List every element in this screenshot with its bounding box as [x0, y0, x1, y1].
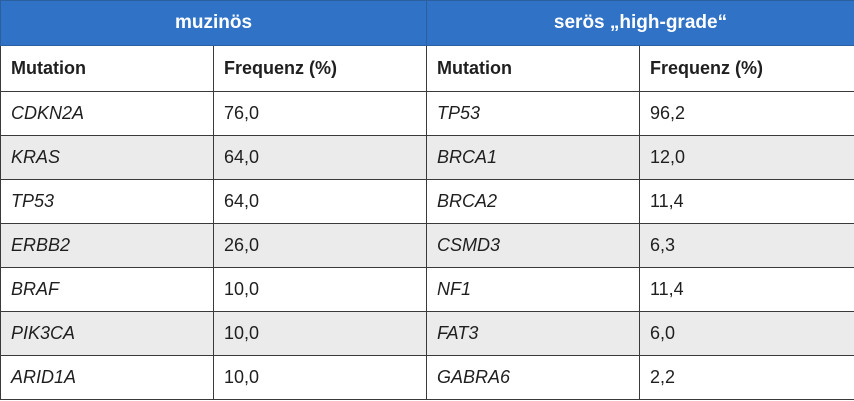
left-frequency-cell: 64,0 [213, 179, 427, 224]
left-gene-cell: ARID1A [0, 355, 214, 400]
table-row: ERBB2 26,0 CSMD3 6,3 [0, 223, 854, 268]
left-frequency-cell: 64,0 [213, 135, 427, 180]
column-header-mutation-left: Mutation [0, 45, 214, 92]
right-gene-cell: NF1 [426, 267, 640, 312]
right-frequency-cell: 11,4 [639, 179, 854, 224]
table-row: PIK3CA 10,0 FAT3 6,0 [0, 311, 854, 356]
right-frequency-cell: 12,0 [639, 135, 854, 180]
right-gene-cell: TP53 [426, 91, 640, 136]
table-row: TP53 64,0 BRCA2 11,4 [0, 179, 854, 224]
right-frequency-cell: 96,2 [639, 91, 854, 136]
right-gene-cell: GABRA6 [426, 355, 640, 400]
left-frequency-cell: 10,0 [213, 311, 427, 356]
group-header-seroes-high-grade: serös „high-grade“ [426, 0, 854, 46]
left-frequency-cell: 10,0 [213, 355, 427, 400]
right-frequency-cell: 11,4 [639, 267, 854, 312]
group-header-row: muzinös serös „high-grade“ [0, 0, 854, 46]
group-header-muzinoes: muzinös [0, 0, 427, 46]
right-gene-cell: CSMD3 [426, 223, 640, 268]
left-frequency-cell: 26,0 [213, 223, 427, 268]
right-frequency-cell: 6,0 [639, 311, 854, 356]
left-frequency-cell: 76,0 [213, 91, 427, 136]
column-header-frequency-right: Frequenz (%) [639, 45, 854, 92]
column-header-row: Mutation Frequenz (%) Mutation Frequenz … [0, 45, 854, 92]
left-gene-cell: BRAF [0, 267, 214, 312]
left-gene-cell: KRAS [0, 135, 214, 180]
right-frequency-cell: 2,2 [639, 355, 854, 400]
right-gene-cell: BRCA1 [426, 135, 640, 180]
right-gene-cell: FAT3 [426, 311, 640, 356]
table-row: KRAS 64,0 BRCA1 12,0 [0, 135, 854, 180]
left-gene-cell: TP53 [0, 179, 214, 224]
left-gene-cell: CDKN2A [0, 91, 214, 136]
table-row: CDKN2A 76,0 TP53 96,2 [0, 91, 854, 136]
table-row: ARID1A 10,0 GABRA6 2,2 [0, 355, 854, 400]
right-gene-cell: BRCA2 [426, 179, 640, 224]
column-header-frequency-left: Frequenz (%) [213, 45, 427, 92]
right-frequency-cell: 6,3 [639, 223, 854, 268]
left-gene-cell: ERBB2 [0, 223, 214, 268]
left-gene-cell: PIK3CA [0, 311, 214, 356]
column-header-mutation-right: Mutation [426, 45, 640, 92]
left-frequency-cell: 10,0 [213, 267, 427, 312]
table-row: BRAF 10,0 NF1 11,4 [0, 267, 854, 312]
